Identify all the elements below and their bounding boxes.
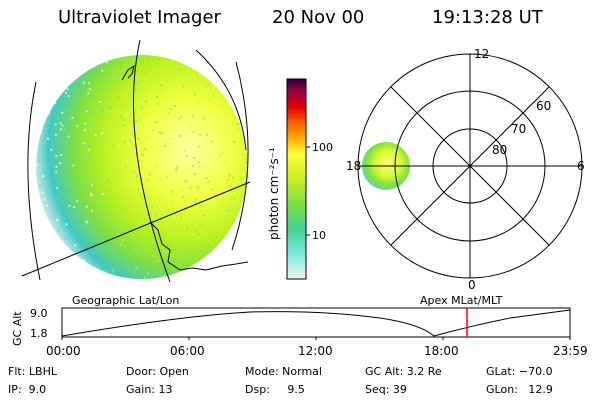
coastline — [121, 64, 249, 271]
glon-value: GLon: 12.9 — [486, 383, 553, 396]
geo-grid-meridian — [231, 61, 249, 251]
geo-grid-meridian — [27, 81, 41, 281]
orbit-time-0600: 06:00 — [170, 344, 205, 358]
orbit-ylabel: GC Alt — [11, 311, 24, 346]
filter-value: Flt: LBHL — [8, 365, 57, 378]
colorbar-scale — [286, 78, 307, 280]
mlt-label-dusk: 18 — [346, 159, 361, 173]
geographic-image-panel — [21, 39, 251, 283]
gc-alt-value: GC Alt: 3.2 Re — [365, 365, 442, 378]
seq-value: Seq: 39 — [365, 383, 407, 396]
orbit-altitude-plot: 9.0 1.8 GC Alt 00:00 06:00 12:00 18:00 2… — [11, 307, 588, 358]
colorbar-tick-100: 100 — [312, 141, 333, 154]
orbit-altitude-curve — [61, 309, 571, 337]
mlt-label-midnight: 0 — [468, 278, 476, 292]
colorbar: 100 10 photon cm⁻²s⁻¹ — [267, 78, 333, 280]
orbit-ymin-label: 1.8 — [30, 327, 48, 340]
mlat-label-70: 70 — [511, 122, 526, 136]
orbit-time-1800: 18:00 — [424, 344, 459, 358]
dsp-value: Dsp: 9.5 — [245, 383, 305, 396]
orbit-time-1200: 12:00 — [298, 344, 333, 358]
geo-grid-parallel — [21, 181, 251, 277]
mlat-label-60: 60 — [536, 99, 551, 113]
geo-grid-meridian — [132, 39, 171, 283]
orbit-time-2359: 23:59 — [553, 344, 588, 358]
image-time: 19:13:28 UT — [432, 7, 544, 28]
ip-value: IP: 9.0 — [8, 383, 47, 396]
image-date: 20 Nov 00 — [272, 7, 364, 28]
mlt-label-noon: 12 — [474, 47, 489, 61]
mlat-label-80: 80 — [492, 143, 507, 157]
door-value: Door: Open — [126, 365, 189, 378]
geographic-label: Geographic Lat/Lon — [72, 294, 179, 307]
orbit-ymax-label: 9.0 — [30, 307, 48, 320]
colorbar-label: photon cm⁻²s⁻¹ — [267, 147, 281, 240]
colorbar-tick-10: 10 — [312, 229, 326, 242]
polar-mlat-mlt-plot: 12 18 6 0 60 70 80 — [346, 47, 585, 292]
apex-label: Apex MLat/MLT — [420, 294, 503, 307]
gain-value: Gain: 13 — [126, 383, 173, 396]
orbit-time-0000: 00:00 — [46, 344, 81, 358]
instrument-title: Ultraviolet Imager — [58, 7, 222, 28]
geo-grid-arc — [195, 49, 247, 151]
mlt-label-dawn: 6 — [577, 159, 585, 173]
glat-value: GLat: −70.0 — [486, 365, 553, 378]
mode-value: Mode: Normal — [245, 365, 322, 378]
